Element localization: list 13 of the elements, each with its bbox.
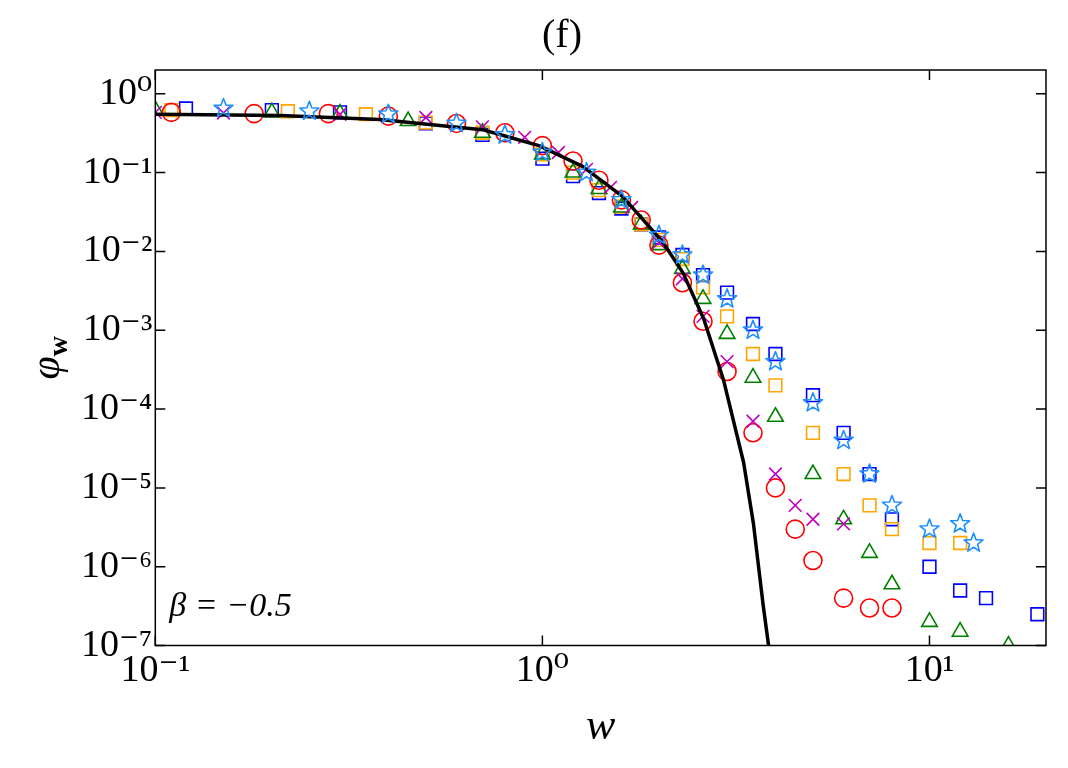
y-axis-title: φw xyxy=(22,335,74,380)
y-tick-label: 10⁻⁴ xyxy=(80,385,153,428)
y-tick-label: 10⁻² xyxy=(82,227,153,270)
y-tick-label: 10⁻³ xyxy=(82,306,153,349)
annotation: β = −0.5 xyxy=(168,585,292,623)
y-tick-label: 10⁻⁵ xyxy=(80,463,153,506)
x-axis-title: w xyxy=(585,700,616,750)
chart-title: (f) xyxy=(542,10,582,56)
x-tick-label: 10⁰ xyxy=(515,647,570,690)
y-tick-label: 10⁻⁶ xyxy=(80,542,153,585)
y-tick-label: 10⁰ xyxy=(99,69,153,112)
y-tick-label: 10⁻¹ xyxy=(82,148,153,191)
x-tick-label: 10¹ xyxy=(904,647,955,690)
